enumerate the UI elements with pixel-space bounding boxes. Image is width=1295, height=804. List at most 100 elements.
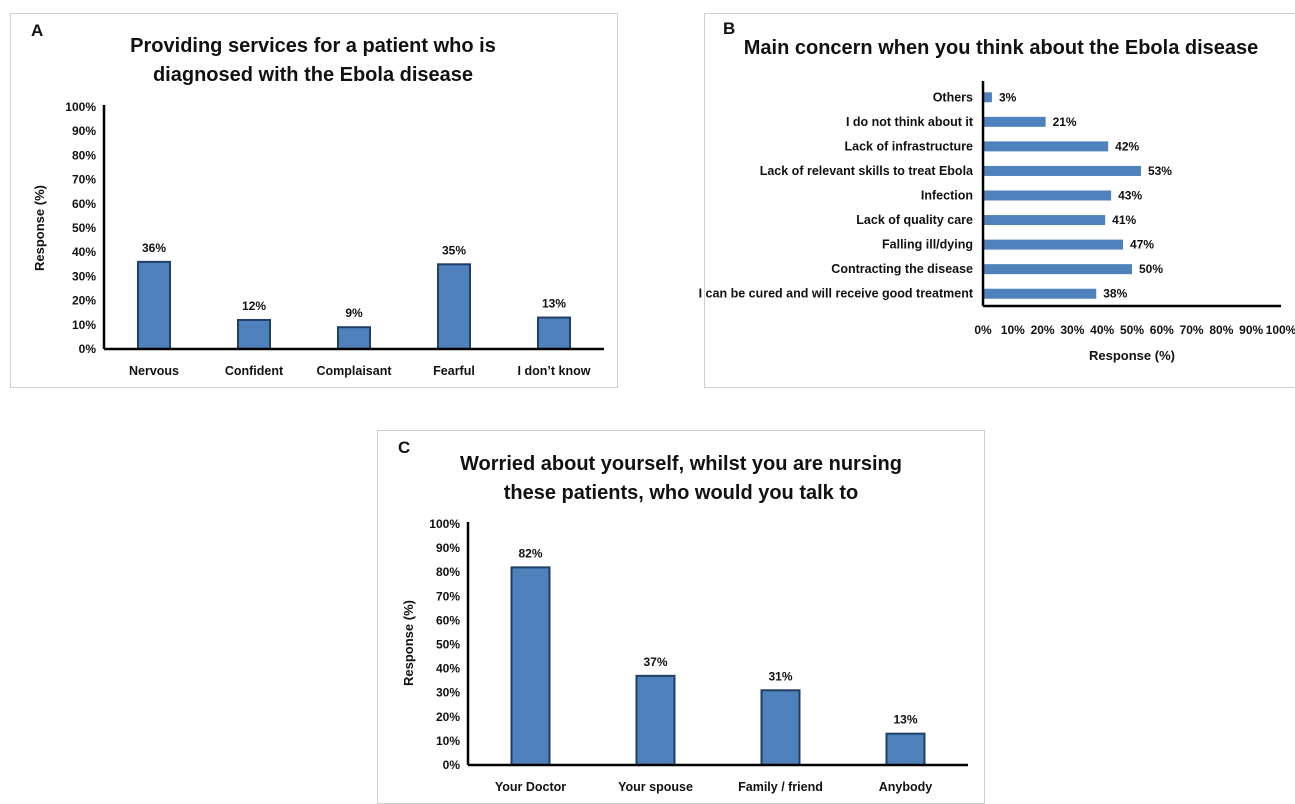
chart-b-x-tick-label: 50% [1120, 323, 1144, 337]
chart-b-data-label: 47% [1130, 238, 1154, 252]
chart-c-y-tick-label: 80% [436, 565, 460, 579]
chart-a-y-tick-label: 40% [72, 245, 96, 259]
chart-c-category-label: Your spouse [618, 780, 693, 794]
chart-b-plot: Others 3% I do not think about it 21% Lack o… [699, 81, 1295, 337]
chart-b-bar [983, 239, 1124, 250]
chart-c-y-tick-label: 90% [436, 541, 460, 555]
panel-label-c: C [398, 438, 410, 457]
chart-a-category-label: I don’t know [518, 364, 591, 378]
chart-a-y-tick-label: 90% [72, 124, 96, 138]
chart-b-title: Main concern when you think about the Eb… [744, 37, 1259, 59]
chart-b-bar [983, 190, 1112, 201]
chart-b-data-label: 41% [1112, 213, 1136, 227]
chart-c-y-tick-label: 0% [443, 758, 461, 772]
chart-b-x-axis-title: Response (%) [1089, 348, 1175, 363]
panel-label-a: A [31, 21, 43, 40]
chart-c-title-line-1: Worried about yourself, whilst you are n… [460, 453, 902, 475]
chart-c-y-tick-label: 70% [436, 589, 460, 603]
chart-a-data-label: 9% [345, 306, 363, 320]
chart-b-svg: B Main concern when you think about the … [699, 19, 1295, 363]
chart-b-bar [983, 215, 1106, 226]
chart-c-data-label: 13% [893, 713, 917, 727]
chart-a-data-label: 36% [142, 241, 166, 255]
chart-b-bar [983, 92, 992, 103]
chart-b-bar [983, 288, 1097, 299]
chart-b-data-label: 3% [999, 90, 1017, 104]
chart-c-data-label: 31% [768, 669, 792, 683]
chart-c-bar [510, 566, 551, 766]
chart-b-category-label: I can be cured and will receive good tre… [699, 287, 974, 301]
chart-b-x-tick-label: 20% [1031, 323, 1055, 337]
chart-c-y-tick-label: 20% [436, 710, 460, 724]
chart-b-bar [983, 165, 1141, 176]
chart-a-category-label: Complaisant [316, 364, 392, 378]
chart-a-title-line-2: diagnosed with the Ebola disease [153, 64, 473, 86]
chart-b-x-tick-label: 40% [1090, 323, 1114, 337]
chart-b-category-label: I do not think about it [846, 115, 974, 129]
chart-b-data-label: 21% [1053, 115, 1077, 129]
chart-a-y-tick-label: 60% [72, 197, 96, 211]
chart-b-data-label: 42% [1115, 139, 1139, 153]
chart-a-bar [437, 263, 471, 350]
chart-a-y-tick-label: 50% [72, 221, 96, 235]
chart-a-y-axis-title: Response (%) [32, 185, 47, 271]
chart-b-x-tick-label: 70% [1180, 323, 1204, 337]
chart-panel-c: C Worried about yourself, whilst you are… [377, 430, 985, 804]
chart-b-data-label: 53% [1148, 164, 1172, 178]
chart-a-data-label: 35% [442, 243, 466, 257]
chart-b-category-label: Contracting the disease [831, 262, 973, 276]
chart-a-data-label: 12% [242, 299, 266, 313]
chart-b-x-tick-label: 100% [1266, 323, 1295, 337]
panel-label-b: B [723, 19, 735, 38]
chart-c-y-axis-title: Response (%) [401, 600, 416, 686]
chart-c-y-tick-label: 60% [436, 613, 460, 627]
chart-a-y-tick-label: 70% [72, 173, 96, 187]
chart-a-svg: A Providing services for a patient who i… [31, 21, 604, 378]
chart-c-category-label: Anybody [879, 780, 933, 794]
chart-a-bar [337, 326, 371, 351]
chart-a-y-tick-label: 80% [72, 148, 96, 162]
chart-b-category-label: Lack of infrastructure [844, 139, 973, 153]
chart-c-bar [635, 674, 676, 766]
chart-b-data-label: 38% [1103, 287, 1127, 301]
chart-b-x-tick-label: 0% [974, 323, 992, 337]
chart-a-plot: 0% 10% 20% 30% 40% 50% 60% 70% 80% 90% 100% 36% Nerv… [65, 100, 604, 378]
chart-panel-a: A Providing services for a patient who i… [10, 13, 618, 388]
chart-a-y-tick-label: 10% [72, 318, 96, 332]
chart-panel-b: B Main concern when you think about the … [699, 13, 1295, 388]
chart-a-title-line-1: Providing services for a patient who is [130, 35, 496, 57]
chart-c-y-tick-label: 10% [436, 734, 460, 748]
chart-b-x-tick-label: 30% [1060, 323, 1084, 337]
chart-b-x-tick-label: 80% [1209, 323, 1233, 337]
chart-c-category-label: Family / friend [738, 780, 823, 794]
chart-b-bar [983, 264, 1132, 275]
chart-b-category-label: Lack of quality care [856, 213, 973, 227]
chart-a-bar [537, 316, 571, 351]
chart-c-data-label: 37% [643, 655, 667, 669]
chart-b-data-label: 43% [1118, 189, 1142, 203]
chart-b-bar [983, 116, 1046, 127]
chart-c-plot: 0% 10% 20% 30% 40% 50% 60% 70% 80% 90% 100% 82% Your… [429, 517, 968, 794]
chart-c-bar [885, 732, 926, 767]
chart-a-y-tick-label: 20% [72, 294, 96, 308]
chart-c-y-tick-label: 40% [436, 662, 460, 676]
chart-a-y-tick-label: 100% [65, 100, 96, 114]
chart-b-category-label: Lack of relevant skills to treat Ebola [760, 164, 974, 178]
chart-c-svg: C Worried about yourself, whilst you are… [398, 438, 968, 794]
chart-c-y-tick-label: 30% [436, 686, 460, 700]
chart-c-y-tick-label: 50% [436, 638, 460, 652]
chart-b-category-label: Infection [921, 189, 973, 203]
chart-c-title-line-2: these patients, who would you talk to [504, 482, 858, 504]
chart-a-category-label: Confident [225, 364, 284, 378]
chart-c-y-tick-label: 100% [429, 517, 460, 531]
chart-a-y-tick-label: 30% [72, 269, 96, 283]
chart-a-y-tick-label: 0% [79, 342, 97, 356]
chart-c-bar [760, 689, 801, 767]
chart-b-x-tick-label: 60% [1150, 323, 1174, 337]
chart-a-bar [137, 260, 171, 351]
chart-c-category-label: Your Doctor [495, 780, 566, 794]
chart-b-data-label: 50% [1139, 262, 1163, 276]
chart-a-bar [237, 318, 271, 350]
chart-c-data-label: 82% [518, 546, 542, 560]
chart-a-category-label: Nervous [129, 364, 179, 378]
